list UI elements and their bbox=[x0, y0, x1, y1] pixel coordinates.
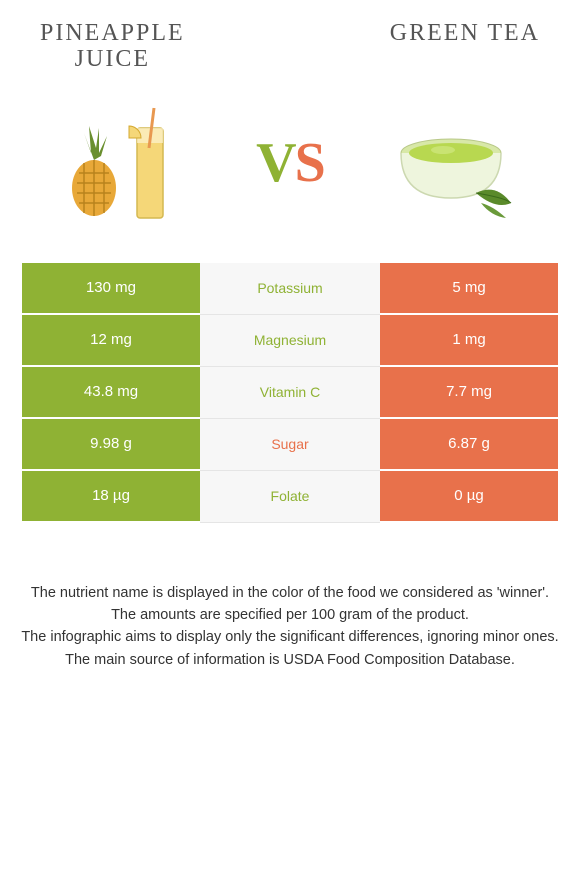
nutrient-name-cell: Potassium bbox=[200, 263, 380, 315]
left-value-cell: 130 mg bbox=[22, 263, 200, 315]
left-title-line2: JUICE bbox=[40, 46, 185, 72]
nutrient-name-cell: Sugar bbox=[200, 419, 380, 471]
pineapple-juice-image bbox=[59, 98, 199, 228]
footer-line-2: The amounts are specified per 100 gram o… bbox=[20, 605, 560, 625]
footer-line-4: The main source of information is USDA F… bbox=[20, 650, 560, 670]
table-row: 43.8 mgVitamin C7.7 mg bbox=[22, 367, 558, 419]
table-row: 12 mgMagnesium1 mg bbox=[22, 315, 558, 367]
footer-line-3: The infographic aims to display only the… bbox=[20, 627, 560, 647]
footer-line-1: The nutrient name is displayed in the co… bbox=[20, 583, 560, 603]
footer-notes: The nutrient name is displayed in the co… bbox=[0, 523, 580, 692]
right-value-cell: 6.87 g bbox=[380, 419, 558, 471]
vs-label: VS bbox=[256, 131, 324, 195]
left-value-cell: 12 mg bbox=[22, 315, 200, 367]
left-food-title: PINEAPPLE JUICE bbox=[40, 20, 185, 73]
table-row: 18 µgFolate0 µg bbox=[22, 471, 558, 523]
green-tea-image bbox=[381, 98, 521, 228]
right-value-cell: 1 mg bbox=[380, 315, 558, 367]
left-value-cell: 43.8 mg bbox=[22, 367, 200, 419]
right-value-cell: 5 mg bbox=[380, 263, 558, 315]
left-value-cell: 9.98 g bbox=[22, 419, 200, 471]
header: PINEAPPLE JUICE GREEN TEA bbox=[0, 0, 580, 83]
right-food-title: GREEN TEA bbox=[390, 20, 540, 73]
nutrient-name-cell: Folate bbox=[200, 471, 380, 523]
vs-v: V bbox=[256, 132, 294, 194]
vs-s: S bbox=[295, 132, 324, 194]
nutrient-name-cell: Vitamin C bbox=[200, 367, 380, 419]
comparison-table: 130 mgPotassium5 mg12 mgMagnesium1 mg43.… bbox=[22, 263, 558, 523]
images-row: VS bbox=[0, 83, 580, 263]
nutrient-name-cell: Magnesium bbox=[200, 315, 380, 367]
left-title-line1: PINEAPPLE bbox=[40, 20, 185, 46]
right-value-cell: 7.7 mg bbox=[380, 367, 558, 419]
table-row: 9.98 gSugar6.87 g bbox=[22, 419, 558, 471]
table-row: 130 mgPotassium5 mg bbox=[22, 263, 558, 315]
right-value-cell: 0 µg bbox=[380, 471, 558, 523]
left-value-cell: 18 µg bbox=[22, 471, 200, 523]
